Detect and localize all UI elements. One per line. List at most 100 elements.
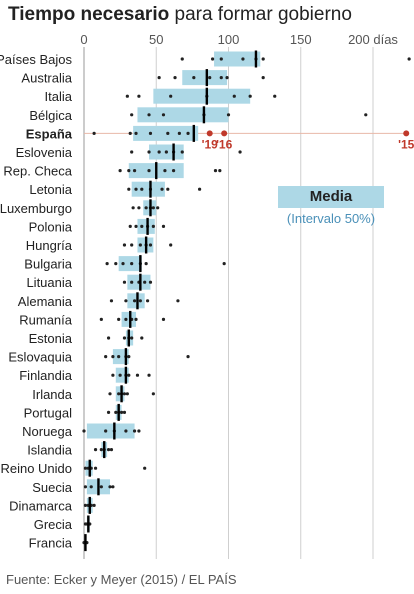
data-point xyxy=(238,150,242,154)
data-point xyxy=(151,224,155,228)
data-point xyxy=(261,76,265,80)
x-tick-label: 100 xyxy=(218,32,240,47)
data-point xyxy=(176,299,180,303)
data-point xyxy=(128,224,132,228)
data-point xyxy=(143,466,147,470)
data-point xyxy=(261,57,265,61)
country-label: Noruega xyxy=(22,424,73,439)
data-point xyxy=(148,243,153,247)
data-point xyxy=(83,466,88,470)
data-point xyxy=(134,131,138,135)
data-point xyxy=(138,243,142,247)
data-point xyxy=(111,373,115,377)
iqr-box xyxy=(182,70,228,86)
data-point xyxy=(121,262,125,266)
data-point xyxy=(82,429,86,433)
highlight-point xyxy=(403,130,410,137)
data-point xyxy=(122,410,127,414)
data-point xyxy=(124,299,128,303)
data-point xyxy=(198,187,202,191)
data-point xyxy=(114,410,118,414)
data-point xyxy=(117,355,121,359)
data-point xyxy=(192,76,196,80)
x-tick-label: 200 días xyxy=(348,32,398,47)
data-point xyxy=(134,224,138,228)
country-label: España xyxy=(26,126,73,141)
data-point xyxy=(163,169,167,173)
data-point xyxy=(130,280,134,284)
data-point xyxy=(222,262,226,266)
country-label: Grecia xyxy=(34,517,73,532)
data-point xyxy=(151,392,155,396)
data-point xyxy=(180,57,184,61)
iqr-box xyxy=(121,311,137,327)
data-point xyxy=(225,76,229,80)
data-point xyxy=(109,448,114,452)
data-point xyxy=(169,94,173,98)
chart-title-rest: para formar gobierno xyxy=(169,4,352,25)
data-point xyxy=(130,113,134,117)
data-point xyxy=(106,336,111,340)
data-point xyxy=(186,131,190,135)
country-label: Italia xyxy=(45,89,73,104)
data-point xyxy=(99,317,103,321)
data-point xyxy=(130,150,134,154)
highlight-point xyxy=(206,130,213,137)
country-label: Alemania xyxy=(18,294,73,309)
data-point xyxy=(145,299,150,303)
data-point xyxy=(137,429,141,433)
x-tick-label: 50 xyxy=(149,32,163,47)
data-point xyxy=(127,169,131,173)
data-point xyxy=(213,169,218,173)
data-point xyxy=(109,299,114,303)
data-point xyxy=(111,485,115,489)
data-point xyxy=(161,224,166,228)
data-point xyxy=(130,262,134,266)
data-point xyxy=(166,131,170,135)
data-point xyxy=(106,410,111,414)
data-point xyxy=(148,280,153,284)
data-point xyxy=(118,373,122,377)
country-label: Letonia xyxy=(29,182,72,197)
data-point xyxy=(208,76,212,80)
data-point xyxy=(137,206,141,210)
country-label: Australia xyxy=(21,71,72,86)
data-point xyxy=(169,243,173,247)
x-tick-label: 150 xyxy=(290,32,312,47)
data-point xyxy=(122,336,127,340)
data-point xyxy=(144,262,148,266)
data-point xyxy=(241,57,245,61)
data-point xyxy=(157,150,161,154)
country-label: Bulgaria xyxy=(24,257,72,272)
country-label: Eslovenia xyxy=(16,145,73,160)
data-point xyxy=(127,373,131,377)
country-label: Irlanda xyxy=(32,387,73,402)
data-point xyxy=(108,485,112,489)
country-label: Reino Unido xyxy=(0,461,72,476)
chart-title: Tiempo necesario para formar gobierno xyxy=(8,3,352,27)
data-point xyxy=(130,336,134,340)
data-point xyxy=(89,485,93,489)
data-point xyxy=(83,503,88,507)
data-point xyxy=(135,373,140,377)
data-point xyxy=(180,150,184,154)
data-point xyxy=(218,169,222,173)
country-label: Suecia xyxy=(32,480,73,495)
data-point xyxy=(164,150,168,154)
country-label: Estonia xyxy=(29,331,73,346)
country-label: Rumanía xyxy=(19,312,73,327)
data-point xyxy=(104,355,108,359)
data-point xyxy=(177,131,181,135)
iqr-box xyxy=(214,51,261,67)
data-point xyxy=(122,243,127,247)
data-point xyxy=(105,262,109,266)
highlight-point xyxy=(221,130,228,137)
country-label: Lituania xyxy=(26,275,72,290)
country-label: Dinamarca xyxy=(9,498,73,513)
country-label: Rep. Checa xyxy=(3,164,72,179)
data-point xyxy=(132,299,137,303)
data-point xyxy=(138,299,142,303)
iqr-box xyxy=(153,88,251,104)
data-point xyxy=(117,317,121,321)
